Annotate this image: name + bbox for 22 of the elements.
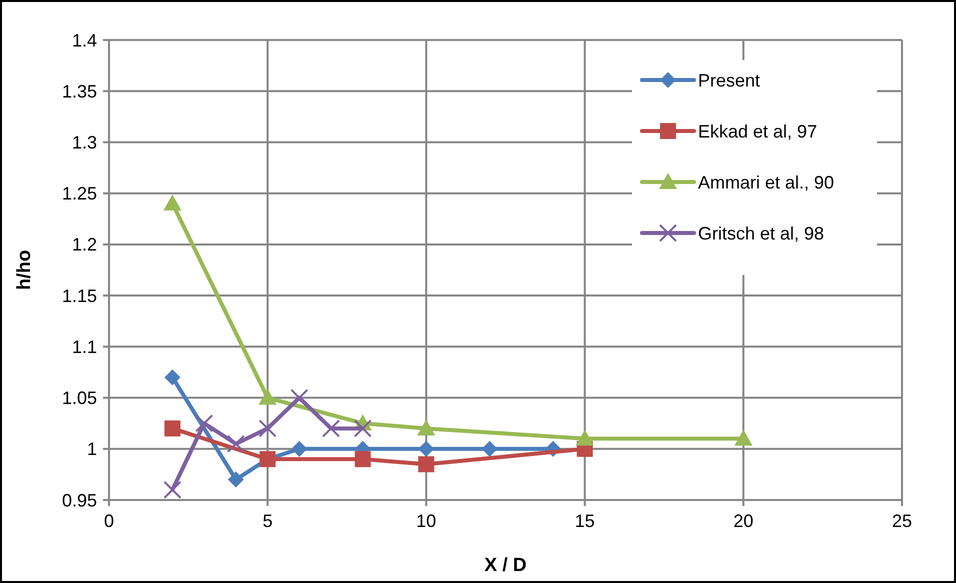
legend-label: Ekkad et al, 97 bbox=[698, 121, 818, 142]
legend-label: Ammari et al., 90 bbox=[698, 172, 834, 192]
x-tick-label: 20 bbox=[733, 511, 754, 531]
y-tick-label: 1.15 bbox=[62, 286, 97, 306]
y-tick-label: 1.05 bbox=[62, 388, 97, 408]
y-tick-label: 1.3 bbox=[72, 132, 97, 153]
y-tick-label: 1.1 bbox=[72, 336, 97, 357]
y-tick-label: 1.35 bbox=[62, 81, 97, 102]
x-tick-label: 15 bbox=[574, 511, 595, 531]
x-axis-title: X / D bbox=[484, 555, 527, 576]
legend-label: Gritsch et al, 98 bbox=[698, 223, 824, 244]
legend-label: Present bbox=[698, 70, 760, 90]
y-tick-label: 1.2 bbox=[72, 234, 97, 255]
y-tick-label: 0.95 bbox=[62, 490, 97, 510]
y-tick-label: 1 bbox=[86, 439, 97, 460]
x-tick-label: 10 bbox=[416, 511, 436, 531]
x-tick-label: 0 bbox=[104, 511, 114, 531]
y-axis-title: h/ho bbox=[14, 250, 35, 290]
y-tick-label: 1.25 bbox=[62, 184, 97, 204]
y-tick-label: 1.4 bbox=[72, 30, 97, 50]
x-tick-label: 5 bbox=[262, 511, 273, 531]
x-tick-label: 25 bbox=[892, 511, 912, 531]
